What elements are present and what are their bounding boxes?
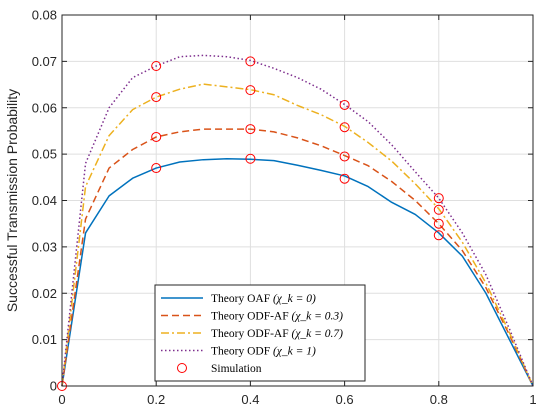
simulation-marker [339,99,350,110]
series-layer [61,54,534,387]
legend-label-4: Theory ODF (χ_k = 1) [211,346,316,358]
simulation-marker [433,218,444,229]
x-tick-label: 0 [58,392,65,407]
simulation-marker [245,153,256,164]
y-tick-label: 0.03 [32,239,57,254]
simulation-marker [245,85,256,96]
x-tick-label: 1 [529,392,536,407]
simulation-marker [245,124,256,135]
series-line-2 [61,128,534,387]
legend-label-2: Theory ODF-AF (χ_k = 0.3) [211,311,343,323]
y-tick-label: 0.08 [32,8,57,23]
y-tick-label: 0.07 [32,54,57,69]
x-tick-label: 0.2 [147,392,165,407]
y-tick-label: 0.05 [32,147,57,162]
simulation-marker [433,230,444,241]
simulation-marker [245,56,256,67]
series-line-1 [61,158,534,387]
y-tick-label: 0.04 [32,193,57,208]
y-tick-label: 0 [50,379,57,394]
simulation-marker [151,61,162,72]
simulation-marker [151,163,162,174]
series-line-3 [61,83,534,387]
legend-label-1: Theory OAF (χ_k = 0) [211,293,316,305]
ticks: 0 0.2 0.4 0.6 0.8 1 0 0.01 0.02 0.03 0.04 0.05 0.06 0… [32,8,537,408]
simulation-marker [339,151,350,162]
simulation-marker [433,204,444,215]
y-tick-label: 0.02 [32,286,57,301]
legend-label-3: Theory ODF-AF (χ_k = 0.7) [211,328,343,340]
simulation-marker [151,92,162,103]
y-axis-label: Successful Transmission Probability [4,89,20,312]
simulation-marker [433,193,444,204]
legend-label-5: Simulation [211,363,262,375]
y-tick-label: 0.01 [32,332,57,347]
x-tick-label: 0.8 [430,392,448,407]
legend-swatch-simulation [177,363,187,373]
y-tick-label: 0.06 [32,100,57,115]
x-tick-label: 0.4 [241,392,259,407]
x-tick-label: 0.6 [336,392,354,407]
simulation-marker [339,173,350,184]
legend: Theory OAF (χ_k = 0) Theory ODF-AF (χ_k =… [154,284,366,382]
simulation-marker [151,131,162,142]
simulation-marker [339,122,350,133]
